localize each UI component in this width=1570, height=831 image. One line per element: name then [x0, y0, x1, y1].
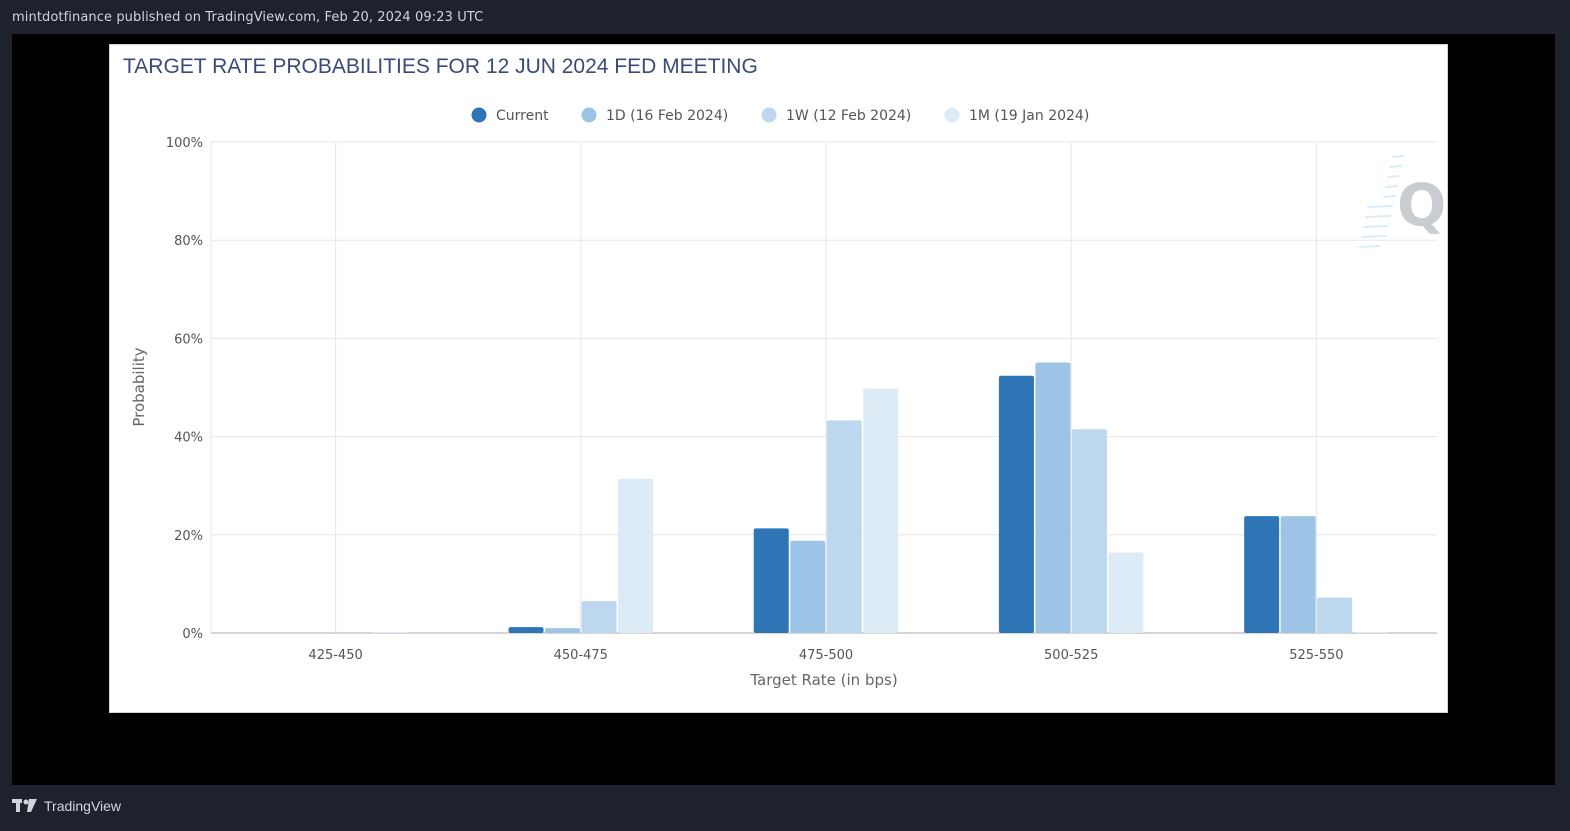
x-axis-label: Target Rate (in bps) — [749, 671, 897, 689]
bar[interactable] — [1035, 362, 1071, 633]
x-tick-label: 475-500 — [799, 648, 853, 663]
brand-name: TradingView — [44, 798, 122, 814]
chart-svg: TARGET RATE PROBABILITIES FOR 12 JUN 202… — [123, 55, 1446, 689]
legend-marker — [761, 107, 777, 123]
tradingview-logo-icon — [12, 799, 37, 812]
bar[interactable] — [618, 478, 654, 633]
chart-card: TARGET RATE PROBABILITIES FOR 12 JUN 202… — [109, 44, 1448, 713]
y-tick-labels: 0% 20% 40% 60% 80% 100% — [166, 136, 203, 642]
legend-marker — [581, 107, 597, 123]
grid-lines — [210, 141, 1437, 634]
bar[interactable] — [863, 388, 899, 633]
chart-title: TARGET RATE PROBABILITIES FOR 12 JUN 202… — [123, 55, 758, 78]
bars — [372, 362, 1389, 633]
x-tick-label: 450-475 — [554, 648, 608, 663]
legend-item[interactable]: 1M (19 Jan 2024) — [944, 107, 1090, 125]
tradingview-brand[interactable]: TradingView — [12, 798, 121, 814]
bar[interactable] — [826, 420, 862, 633]
y-tick-label: 0% — [182, 627, 203, 642]
bar[interactable] — [1071, 429, 1107, 633]
legend-label: 1M (19 Jan 2024) — [969, 108, 1089, 124]
legend-label: Current — [496, 108, 549, 124]
x-tick-label: 500-525 — [1044, 648, 1098, 663]
bar[interactable] — [753, 528, 789, 633]
legend-label: 1D (16 Feb 2024) — [606, 108, 728, 124]
legend-item[interactable]: 1D (16 Feb 2024) — [581, 107, 729, 125]
y-axis-label: Probability — [130, 347, 148, 426]
legend-item[interactable]: 1W (12 Feb 2024) — [761, 107, 912, 125]
bar[interactable] — [508, 627, 544, 633]
bar[interactable] — [790, 540, 826, 633]
bar[interactable] — [1280, 516, 1316, 633]
bar[interactable] — [1317, 597, 1353, 633]
bar[interactable] — [372, 632, 408, 633]
y-tick-label: 20% — [174, 529, 203, 544]
y-tick-label: 40% — [174, 431, 203, 446]
bar[interactable] — [998, 375, 1034, 633]
x-tick-label: 425-450 — [308, 648, 362, 663]
q-logo-icon: Q — [1359, 155, 1446, 248]
legend-marker — [944, 107, 960, 123]
legend: Current 1D (16 Feb 2024) 1W (12 Feb 2024) 1… — [471, 107, 1090, 125]
bar[interactable] — [545, 628, 581, 633]
y-tick-label: 100% — [166, 136, 203, 151]
y-tick-label: 80% — [174, 234, 203, 249]
watermark-text: Q — [1397, 171, 1446, 239]
legend-marker — [471, 107, 487, 123]
legend-label: 1W (12 Feb 2024) — [786, 108, 911, 124]
x-tick-label: 525-550 — [1289, 648, 1343, 663]
x-tick-labels: 425-450 450-475 475-500 500-525 525-550 — [308, 648, 1343, 663]
y-tick-label: 60% — [174, 332, 203, 347]
bar[interactable] — [1108, 552, 1144, 633]
legend-item[interactable]: Current — [471, 107, 550, 125]
bar[interactable] — [581, 601, 617, 633]
publish-info: mintdotfinance published on TradingView.… — [12, 10, 484, 25]
bar[interactable] — [1244, 516, 1280, 633]
